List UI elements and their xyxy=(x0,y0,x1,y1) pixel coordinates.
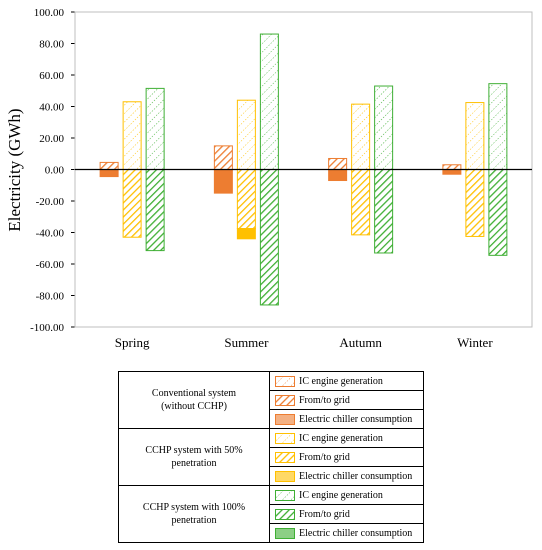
x-tick-label-autumn: Autumn xyxy=(339,335,382,350)
bar-winter-system1-diagonal xyxy=(465,169,485,237)
y-tick-label: 100.00 xyxy=(34,7,65,19)
legend-entry-label: Electric chiller consumption xyxy=(299,470,413,482)
y-tick-label: 80.00 xyxy=(39,39,64,51)
legend-entry-label: IC engine generation xyxy=(299,432,383,444)
y-tick-label: -40.00 xyxy=(36,228,65,240)
x-axis: Spring Summer Autumn Winter xyxy=(115,335,494,350)
bar-autumn-system1-dotted xyxy=(351,103,371,170)
legend-row: CCHP system with 50% penetration IC engine… xyxy=(118,428,424,486)
bar-chart: 100.00 80.00 60.00 40.00 20.00 0.00 -20.00 -40.… xyxy=(5,7,533,350)
legend-group-label-line: Conventional system xyxy=(151,388,237,399)
y-tick-label: -100.00 xyxy=(30,322,64,334)
legend-entry-label: Electric chiller consumption xyxy=(299,527,413,539)
legend-swatch xyxy=(275,375,295,387)
legend: Conventional system (without CCHP) IC engi… xyxy=(118,371,424,543)
y-tick-label: -80.00 xyxy=(36,291,65,303)
legend-entry: IC engine generation xyxy=(269,428,424,448)
legend-entry: IC engine generation xyxy=(269,485,424,505)
legend-entry: From/to grid xyxy=(269,390,424,410)
legend-swatch xyxy=(275,432,295,444)
bar-summer-system1-diagonal xyxy=(236,169,256,230)
legend-entry: From/to grid xyxy=(269,447,424,467)
bar-spring-system1-diagonal xyxy=(122,169,142,238)
bar-winter-system2-dotted xyxy=(488,83,508,170)
bar-autumn-system2-diagonal xyxy=(374,169,394,254)
legend-entry: Electric chiller consumption xyxy=(269,523,424,543)
y-tick-label: 20.00 xyxy=(39,133,64,145)
legend-group-label: CCHP system with 50% penetration xyxy=(118,428,270,486)
bar-summer-system0-solid xyxy=(213,169,233,194)
legend-row: Conventional system (without CCHP) IC engi… xyxy=(118,371,424,429)
bar-spring-system0-diagonal xyxy=(99,161,119,171)
legend-entry-label: From/to grid xyxy=(299,508,350,520)
legend-group-label-line: CCHP system with 100% xyxy=(142,502,246,513)
legend-entry: Electric chiller consumption xyxy=(269,409,424,429)
legend-group-label-line: penetration xyxy=(171,515,217,526)
legend-swatch xyxy=(275,413,295,425)
bar-spring-system0-solid xyxy=(99,169,119,178)
bar-autumn-system0-solid xyxy=(328,169,348,182)
bar-autumn-system1-diagonal xyxy=(351,169,371,236)
legend-entry: Electric chiller consumption xyxy=(269,466,424,486)
bar-autumn-system0-diagonal xyxy=(328,157,348,171)
legend-entry: From/to grid xyxy=(269,504,424,524)
y-axis: 100.00 80.00 60.00 40.00 20.00 0.00 -20.00 -40.… xyxy=(30,7,75,334)
y-axis-label: Electricity (GWh) xyxy=(5,108,24,231)
bar-summer-system1-dotted xyxy=(236,99,256,170)
bar-winter-system1-dotted xyxy=(465,102,485,170)
legend-row: CCHP system with 100% penetration IC engin… xyxy=(118,485,424,543)
legend-row: From/to grid xyxy=(119,390,424,410)
bar-summer-system2-dotted xyxy=(259,33,279,170)
bar-summer-system2-diagonal xyxy=(259,169,279,306)
legend-group-label-line: penetration xyxy=(171,458,217,469)
bar-spring-system1-dotted xyxy=(122,101,142,170)
bar-winter-system2-diagonal xyxy=(488,169,508,256)
y-tick-label: -20.00 xyxy=(36,196,65,208)
legend-group-label-line: (without CCHP) xyxy=(161,401,227,412)
legend-entry-label: From/to grid xyxy=(299,394,350,406)
bar-winter-system0-solid xyxy=(442,169,462,175)
legend-group-label-line: CCHP system with 50% xyxy=(145,445,243,456)
legend-entry: IC engine generation xyxy=(269,371,424,391)
x-tick-label-spring: Spring xyxy=(115,335,150,350)
bar-spring-system2-dotted xyxy=(145,87,165,170)
legend-group-label: CCHP system with 100% penetration xyxy=(118,485,270,543)
y-tick-label: -60.00 xyxy=(36,259,65,271)
legend-swatch xyxy=(275,508,295,520)
legend-row: Electric chiller consumption xyxy=(119,523,424,543)
y-tick-label: 60.00 xyxy=(39,70,64,82)
legend-swatch xyxy=(275,394,295,406)
bars xyxy=(99,33,508,306)
legend-entry-label: IC engine generation xyxy=(299,489,383,501)
legend-entry-label: IC engine generation xyxy=(299,375,383,387)
legend-entry-label: From/to grid xyxy=(299,451,350,463)
legend-swatch xyxy=(275,470,295,482)
legend-swatch xyxy=(275,527,295,539)
legend-swatch xyxy=(275,451,295,463)
y-tick-label: 0.00 xyxy=(45,165,65,177)
x-tick-label-summer: Summer xyxy=(224,335,269,350)
legend-row: From/to grid xyxy=(119,504,424,524)
bar-summer-system1-solid xyxy=(236,228,256,240)
bar-spring-system2-diagonal xyxy=(145,169,165,252)
x-tick-label-winter: Winter xyxy=(457,335,493,350)
bar-winter-system0-diagonal xyxy=(442,164,462,170)
legend-swatch xyxy=(275,489,295,501)
legend-group-label: Conventional system (without CCHP) xyxy=(118,371,270,429)
y-tick-label: 40.00 xyxy=(39,102,64,114)
bar-autumn-system2-dotted xyxy=(374,85,394,170)
bar-summer-system0-diagonal xyxy=(213,145,233,170)
legend-entry-label: Electric chiller consumption xyxy=(299,413,413,425)
